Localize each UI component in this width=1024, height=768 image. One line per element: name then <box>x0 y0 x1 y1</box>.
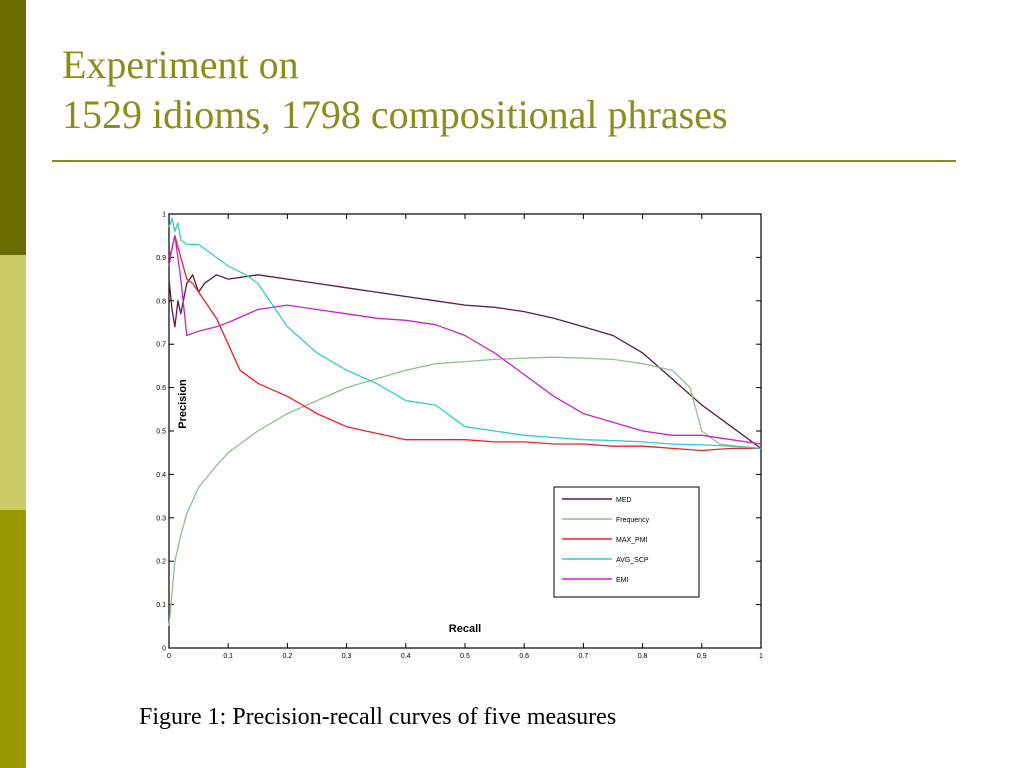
y-tick-label: 0.4 <box>156 472 166 479</box>
x-tick-label: 0.3 <box>342 653 352 660</box>
x-tick-label: 0.9 <box>697 653 707 660</box>
x-tick-label: 0.6 <box>519 653 529 660</box>
x-tick-label: 0.8 <box>638 653 648 660</box>
series-line-med <box>168 274 762 449</box>
legend-label: MAX_PMI <box>616 537 648 544</box>
y-tick-label: 0.8 <box>156 298 166 305</box>
y-tick-label: 0.6 <box>156 385 166 392</box>
title-divider <box>52 160 956 162</box>
x-tick-label: 0.2 <box>283 653 293 660</box>
sidebar-accent-middle <box>0 255 26 510</box>
x-tick-label: 0.5 <box>460 653 470 660</box>
series-line-max-pmi <box>168 235 761 452</box>
y-axis-label: Precision <box>177 379 189 429</box>
x-tick-label: 0.1 <box>223 653 233 660</box>
y-tick-label: 0.2 <box>156 559 166 566</box>
y-tick-label: 0.7 <box>156 342 166 349</box>
y-tick-label: 0.1 <box>156 602 166 609</box>
x-tick-label: 0 <box>167 653 171 660</box>
series-line-frequency <box>168 356 762 627</box>
legend-label: MED <box>616 497 632 504</box>
series-line-avg-scp <box>168 217 762 450</box>
y-tick-label: 1 <box>162 212 166 219</box>
x-tick-label: 1 <box>759 653 763 660</box>
legend-label: AVG_SCP <box>616 557 649 564</box>
legend-label: EMI <box>616 577 629 584</box>
slide-title-line-1: Experiment on <box>62 42 299 87</box>
y-tick-label: 0.5 <box>156 429 166 436</box>
y-tick-label: 0.3 <box>156 515 166 522</box>
legend-label: Frequency <box>616 517 650 524</box>
series-line-emi <box>168 235 762 445</box>
y-tick-label: 0 <box>162 646 166 653</box>
sidebar-accent-bottom <box>0 510 26 768</box>
sidebar-accent-top <box>0 0 26 255</box>
slide-title: Experiment on 1529 idioms, 1798 composit… <box>62 40 728 140</box>
figure-caption: Figure 1: Precision-recall curves of fiv… <box>139 704 617 730</box>
x-axis-label: Recall <box>449 623 481 635</box>
x-tick-label: 0.4 <box>401 653 411 660</box>
x-tick-label: 0.7 <box>579 653 589 660</box>
y-tick-label: 0.9 <box>156 255 166 262</box>
slide-title-line-2: 1529 idioms, 1798 compositional phrases <box>62 92 728 137</box>
